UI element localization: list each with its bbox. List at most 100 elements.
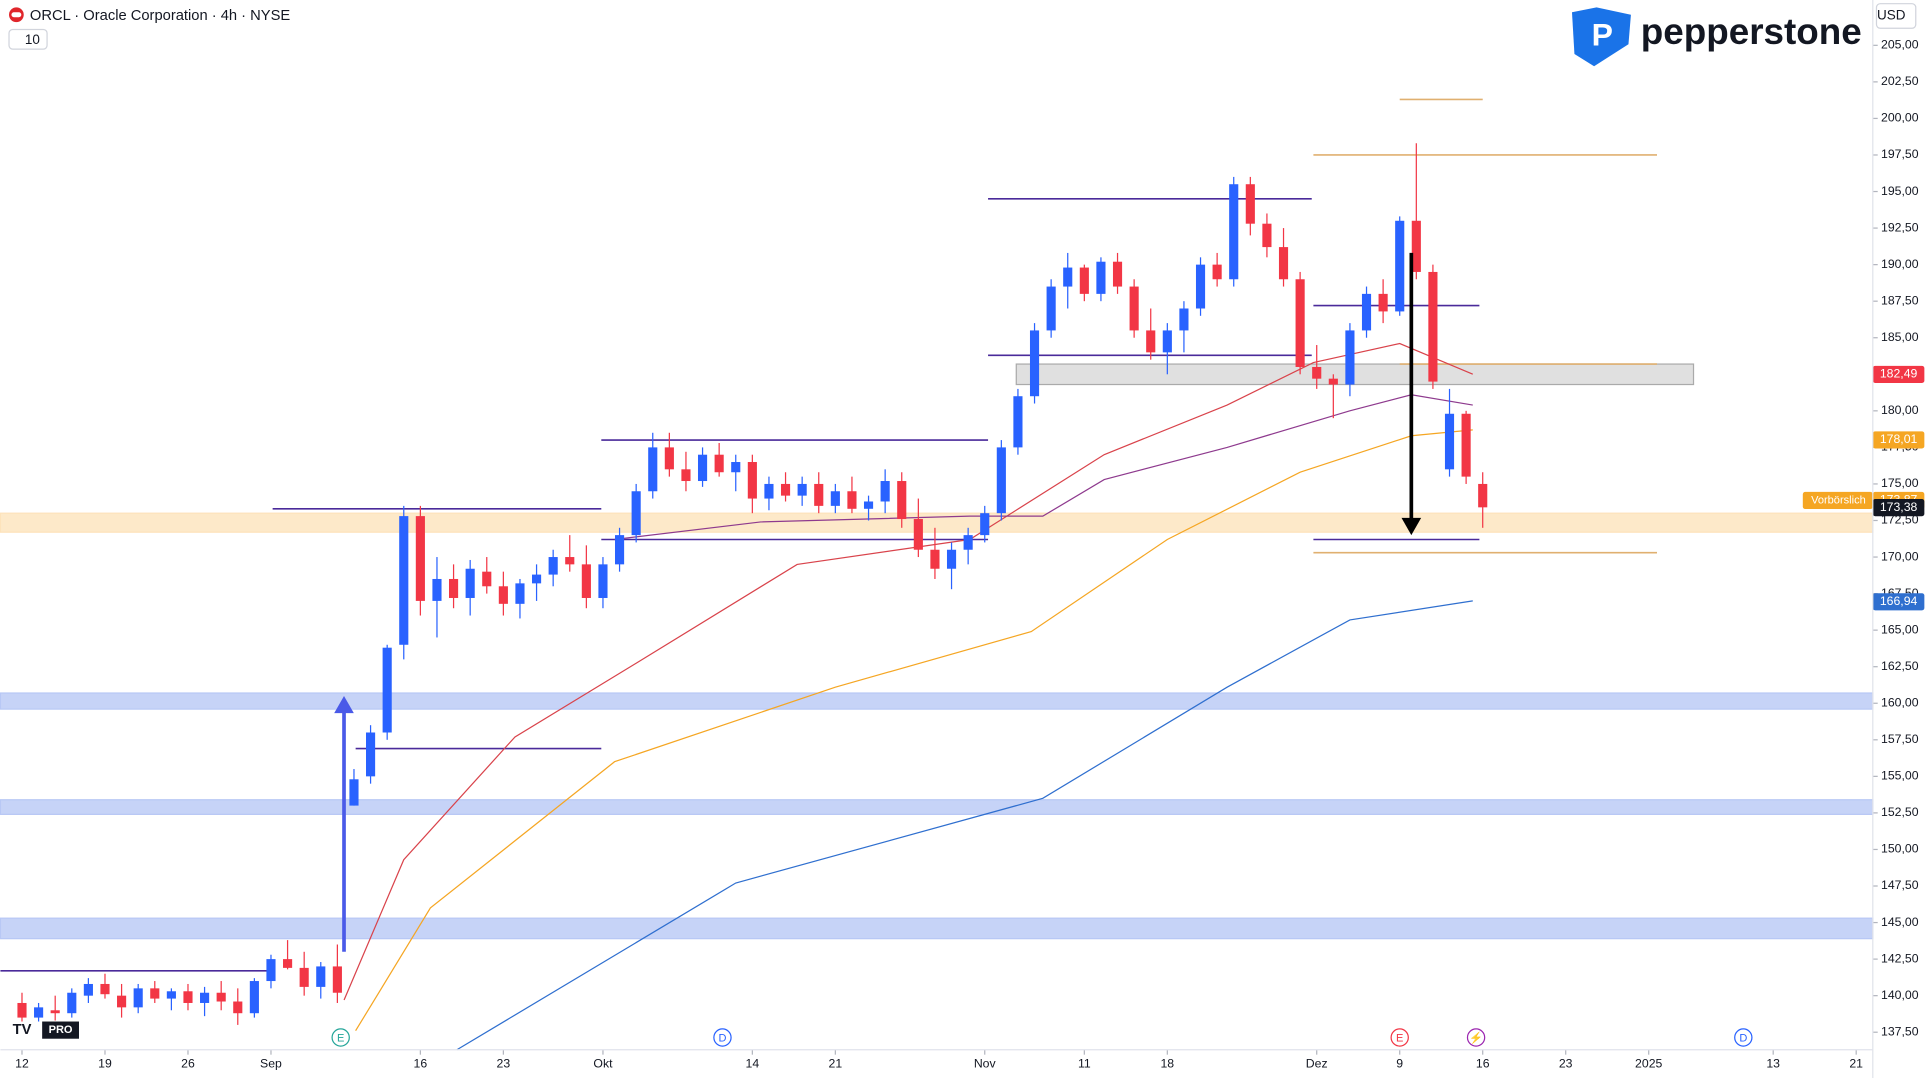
candle-body <box>598 564 608 598</box>
candle-body <box>1262 223 1272 248</box>
x-tick-label: Nov <box>974 1057 997 1071</box>
event-label: E <box>337 1033 344 1045</box>
y-tick-label: 170,00 <box>1881 549 1919 563</box>
price-label-tag: Vorbörslich <box>1811 494 1866 506</box>
candle-body <box>930 549 940 569</box>
interval-input[interactable]: 10 <box>25 32 40 47</box>
candle-body <box>980 513 990 536</box>
candle-body <box>1146 330 1156 353</box>
y-tick-label: 137,50 <box>1881 1024 1919 1038</box>
price-label-tag-box <box>1802 491 1873 510</box>
candle-body <box>233 1001 243 1014</box>
candle-body <box>83 983 93 996</box>
x-tick-label: Okt <box>593 1057 613 1071</box>
candle-body <box>880 481 890 502</box>
price-label-box <box>1872 431 1925 449</box>
candle-body <box>814 483 824 506</box>
arrow-head <box>1401 517 1422 536</box>
brand-name: pepperstone <box>1641 11 1862 52</box>
candle-body <box>648 447 658 492</box>
event-marker <box>713 1028 732 1047</box>
candle-body <box>963 535 973 550</box>
candle-body <box>1112 261 1123 287</box>
currency-box[interactable] <box>1875 3 1917 29</box>
candle-body <box>183 991 193 1003</box>
y-tick-label: 190,00 <box>1881 257 1919 271</box>
candle-body <box>565 557 575 565</box>
y-tick-label: 202,50 <box>1881 74 1919 88</box>
candle-body <box>166 991 176 999</box>
candle-body <box>631 491 641 536</box>
candle-body <box>714 454 724 473</box>
candle-body <box>515 583 525 604</box>
event-marker <box>331 1028 350 1047</box>
event-label: D <box>1739 1033 1747 1045</box>
candle-body <box>1096 261 1106 294</box>
y-tick-label: 172,50 <box>1881 513 1919 527</box>
candle-body <box>50 1010 60 1014</box>
y-tick-label: 187,50 <box>1881 293 1919 307</box>
candle-body <box>996 447 1006 514</box>
candle-body <box>847 491 857 509</box>
brand-logo-letter: P <box>1592 16 1613 52</box>
candle-body <box>581 564 591 598</box>
candle-body <box>797 483 807 496</box>
y-tick-label: 192,50 <box>1881 220 1919 234</box>
y-tick-label: 205,00 <box>1881 38 1919 52</box>
candle-body <box>382 647 392 733</box>
candle-body <box>133 988 143 1008</box>
x-tick-label: 16 <box>1476 1057 1490 1071</box>
candle-body <box>482 571 492 587</box>
candle-body <box>266 959 276 982</box>
candle-body <box>216 992 226 1002</box>
moving-average <box>614 394 1473 541</box>
price-label-box <box>1872 365 1925 384</box>
candle-body <box>664 447 674 470</box>
candle-body <box>1245 184 1255 224</box>
candle-body <box>913 519 923 550</box>
y-tick-label: 185,00 <box>1881 330 1919 344</box>
moving-average <box>355 429 1473 1032</box>
y-tick-label: 200,00 <box>1881 111 1919 125</box>
tv-pro: PRO <box>49 1024 73 1036</box>
candle-body <box>1029 330 1040 397</box>
candle-body <box>150 988 160 999</box>
candle-body <box>1063 267 1073 287</box>
candle-body <box>830 491 840 506</box>
x-tick-label: 11 <box>1078 1057 1091 1071</box>
interval-box[interactable] <box>8 28 48 50</box>
candle-body <box>1444 413 1455 470</box>
candle-body <box>432 578 442 601</box>
moving-average <box>456 600 1473 1051</box>
zone-band <box>0 917 1874 940</box>
y-tick-label: 147,50 <box>1881 878 1919 892</box>
x-tick-label: 19 <box>98 1057 112 1071</box>
price-label: 173,38 <box>1880 500 1918 514</box>
currency[interactable]: USD <box>1877 8 1906 23</box>
x-tick-label: 21 <box>829 1057 843 1071</box>
candle-body <box>681 469 691 482</box>
candle-body <box>1361 293 1372 331</box>
event-label: E <box>1396 1033 1403 1045</box>
symbol-icon-mark <box>11 12 22 18</box>
candle-body <box>1079 267 1089 294</box>
x-tick-label: 12 <box>15 1057 29 1071</box>
y-tick-label: 160,00 <box>1881 695 1919 709</box>
event-label: D <box>718 1033 726 1045</box>
event-label: ⚡ <box>1469 1031 1483 1045</box>
y-tick-label: 145,00 <box>1881 915 1919 929</box>
x-tick-label: 2025 <box>1635 1057 1662 1071</box>
y-tick-label: 195,00 <box>1881 184 1919 198</box>
arrow-head <box>334 695 354 714</box>
x-tick-label: 18 <box>1161 1057 1175 1071</box>
candle-body <box>1378 293 1388 312</box>
candle-body <box>1195 264 1206 309</box>
y-tick-label: 180,00 <box>1881 403 1919 417</box>
candle-body <box>1328 378 1338 385</box>
candle-body <box>1229 184 1239 280</box>
candle-body <box>283 959 293 968</box>
candle-body <box>1295 279 1305 367</box>
event-marker <box>1466 1028 1486 1047</box>
x-tick-label: 9 <box>1396 1057 1403 1071</box>
x-tick-label: 13 <box>1766 1057 1780 1071</box>
